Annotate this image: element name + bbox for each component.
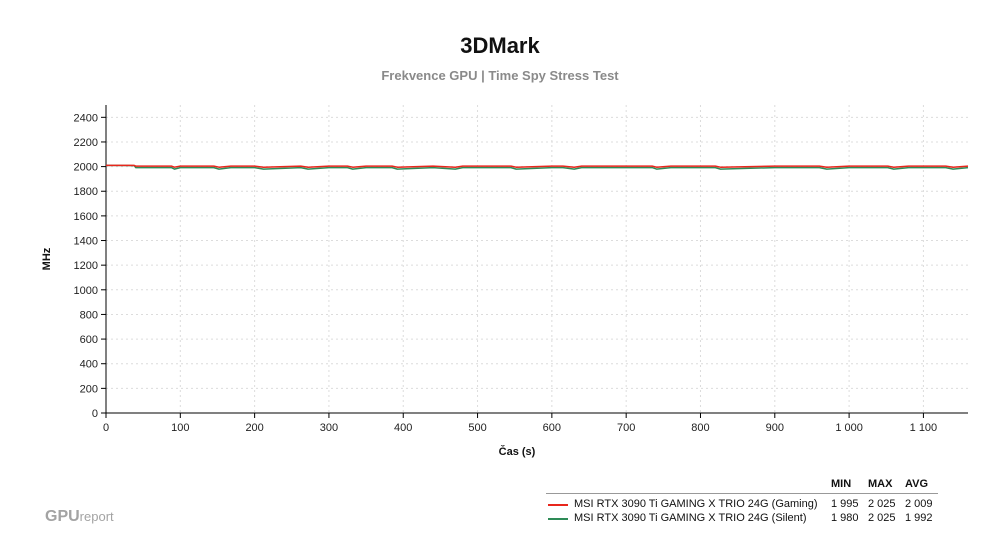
legend-row: MSI RTX 3090 Ti GAMING X TRIO 24G (Gamin… [546, 498, 938, 512]
legend-series-name: MSI RTX 3090 Ti GAMING X TRIO 24G (Gamin… [574, 498, 818, 510]
legend-row: MSI RTX 3090 Ti GAMING X TRIO 24G (Silen… [546, 512, 938, 526]
y-tick-label: 1400 [74, 236, 98, 248]
x-tick-label: 900 [766, 422, 784, 434]
x-tick-label: 800 [691, 422, 709, 434]
x-tick-label: 100 [171, 422, 189, 434]
chart-title: 3DMark [460, 33, 540, 58]
y-tick-label: 2000 [74, 162, 98, 174]
legend-series-name: MSI RTX 3090 Ti GAMING X TRIO 24G (Silen… [574, 512, 807, 524]
legend-header-min: MIN [831, 478, 852, 490]
y-tick-label: 2200 [74, 137, 98, 149]
x-tick-label: 600 [543, 422, 561, 434]
x-tick-label: 0 [103, 422, 109, 434]
y-tick-label: 0 [92, 408, 98, 420]
x-axis-label: Čas (s) [499, 445, 536, 458]
series-line [106, 164, 969, 168]
legend-min-value: 1 995 [831, 498, 859, 510]
gpureport-logo: GPUreport [45, 508, 114, 526]
legend-header: MIN MAX AVG [546, 478, 938, 494]
y-axis-label: MHz [41, 247, 53, 270]
x-tick-label: 300 [320, 422, 338, 434]
legend-max-value: 2 025 [868, 512, 896, 524]
legend-avg-value: 1 992 [905, 512, 933, 524]
y-tick-label: 800 [80, 309, 98, 321]
y-tick-label: 600 [80, 334, 98, 346]
logo-sub: report [79, 509, 114, 524]
legend-header-avg: AVG [905, 478, 929, 490]
y-tick-label: 2400 [74, 112, 98, 124]
series-line [105, 164, 969, 170]
legend-max-value: 2 025 [868, 498, 896, 510]
chart-subtitle: Frekvence GPU | Time Spy Stress Test [381, 68, 619, 83]
x-tick-label: 1 000 [835, 422, 863, 434]
x-tick-label: 400 [394, 422, 412, 434]
legend-header-max: MAX [868, 478, 893, 490]
y-tick-label: 1600 [74, 211, 98, 223]
legend-swatch [548, 518, 568, 520]
legend-min-value: 1 980 [831, 512, 859, 524]
legend-avg-value: 2 009 [905, 498, 933, 510]
y-tick-label: 200 [80, 383, 98, 395]
y-tick-label: 400 [80, 359, 98, 371]
x-tick-label: 700 [617, 422, 635, 434]
legend: MIN MAX AVG MSI RTX 3090 Ti GAMING X TRI… [546, 478, 938, 526]
y-tick-label: 1000 [74, 285, 98, 297]
x-tick-label: 200 [245, 422, 263, 434]
x-tick-label: 500 [468, 422, 486, 434]
x-tick-label: 1 100 [910, 422, 938, 434]
legend-swatch [548, 504, 568, 506]
y-tick-label: 1800 [74, 186, 98, 198]
logo-main: GPU [45, 508, 80, 525]
y-tick-label: 1200 [74, 260, 98, 272]
